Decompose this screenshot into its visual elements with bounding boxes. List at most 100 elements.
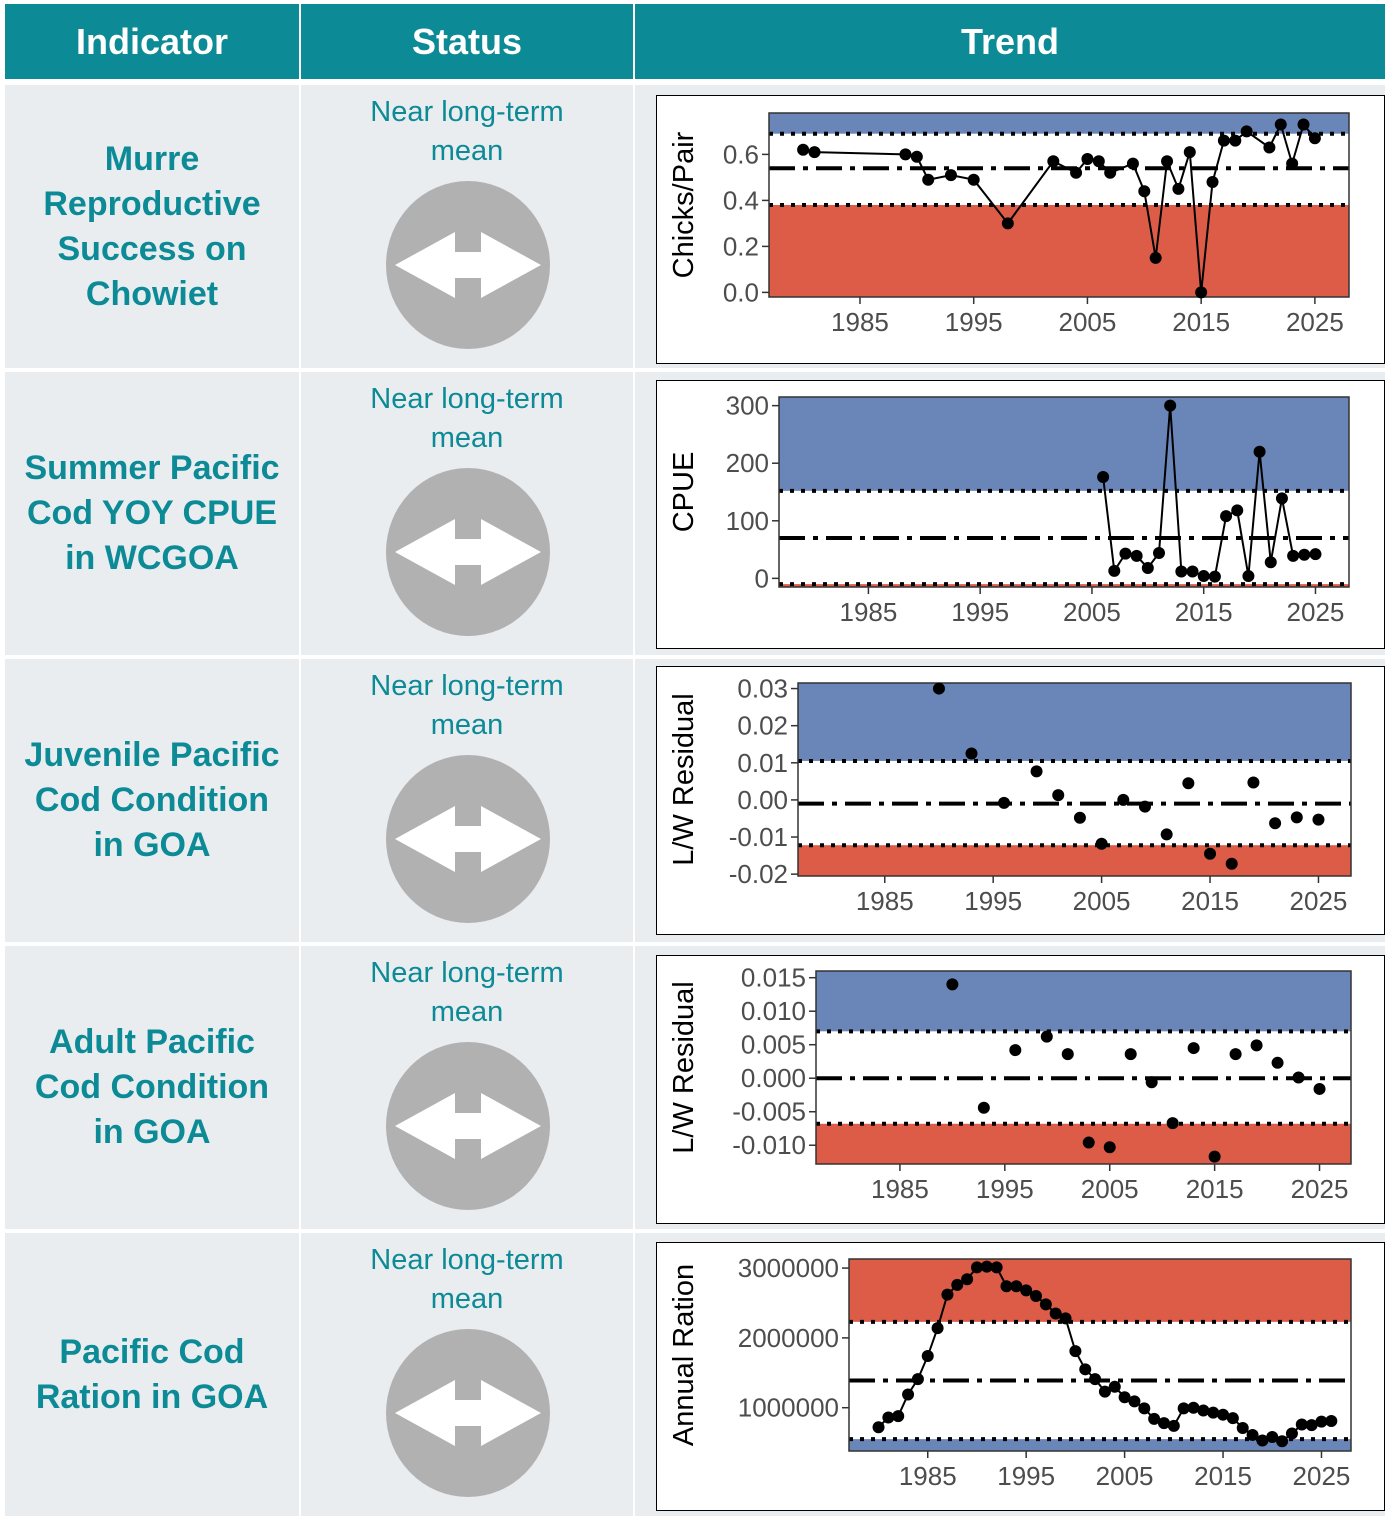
data-point	[1250, 1039, 1263, 1052]
data-point	[1225, 857, 1238, 870]
indicator-label: Juvenile Pacific Cod Condition in GOA	[24, 736, 280, 864]
data-point	[1108, 1380, 1121, 1393]
data-point	[922, 173, 935, 186]
indicator-label: Adult Pacific Cod Condition in GOA	[34, 1023, 270, 1151]
status-label: Near long-term mean	[370, 96, 564, 167]
x-tick-label: 2005	[1081, 1174, 1139, 1204]
data-point	[1286, 157, 1299, 170]
data-point	[1124, 1048, 1137, 1061]
data-point	[1220, 510, 1233, 523]
horizontal-double-arrow-icon	[386, 755, 550, 923]
data-point	[1275, 492, 1288, 505]
data-point	[1229, 134, 1242, 147]
data-point	[1175, 565, 1188, 578]
data-point	[1325, 1414, 1338, 1427]
x-tick-label: 2025	[1293, 1461, 1351, 1491]
data-point	[998, 796, 1011, 809]
data-point	[1069, 1345, 1082, 1358]
x-tick-label: 1985	[831, 307, 889, 337]
data-point	[899, 148, 912, 161]
indicator-label: Murre Reproductive Success on Chowiet	[43, 139, 261, 313]
horizontal-double-arrow-icon	[386, 1329, 550, 1497]
trend-chart-panel: 0 100 200 300 1985 1995 2005 2015 2025 CPUE	[656, 380, 1385, 649]
x-tick-label: 1985	[871, 1174, 929, 1204]
data-point	[1256, 1434, 1269, 1447]
status-label: Near long-term mean	[370, 383, 564, 454]
data-point	[1167, 1419, 1180, 1432]
data-point	[1160, 828, 1173, 841]
data-point	[1266, 1431, 1279, 1444]
x-tick-label: 2015	[1181, 886, 1239, 916]
x-tick-label: 1985	[839, 597, 897, 627]
data-point	[1312, 813, 1325, 826]
y-tick-label: 100	[726, 506, 769, 536]
y-tick-label: -0.02	[729, 859, 788, 889]
data-point	[911, 1373, 924, 1386]
trend-chart-panel: 0.0 0.2 0.4 0.6 1985 1995 2005 2015 2025 Chicks/P…	[656, 95, 1385, 364]
trend-chart: 0.0 0.2 0.4 0.6 1985 1995 2005 2015 2025 Chicks/P…	[668, 112, 1350, 337]
data-point	[1104, 166, 1117, 179]
horizontal-double-arrow-icon	[386, 1042, 550, 1210]
x-tick-label: 2025	[1286, 307, 1344, 337]
data-point	[1290, 811, 1303, 824]
trend-chart: 0 100 200 300 1985 1995 2005 2015 2025 CPUE	[668, 391, 1350, 627]
data-point	[1240, 125, 1253, 138]
data-point	[1103, 1141, 1116, 1154]
data-point	[1126, 157, 1139, 170]
y-tick-label: 0.01	[737, 748, 788, 778]
indicator-cell: Summer Pacific Cod YOY CPUE in WCGOA	[5, 372, 299, 655]
data-point	[1081, 153, 1094, 165]
data-point	[932, 682, 945, 695]
data-point	[1187, 1042, 1200, 1055]
indicator-label: Pacific Cod Ration in GOA	[35, 1332, 269, 1416]
data-point	[1292, 1071, 1305, 1084]
data-point	[1047, 155, 1060, 168]
data-point	[1197, 1404, 1210, 1417]
x-tick-label: 2015	[1175, 597, 1233, 627]
data-point	[967, 173, 980, 186]
data-point	[1070, 166, 1083, 179]
data-point	[892, 1410, 905, 1423]
data-point	[1276, 1435, 1289, 1448]
data-point	[1082, 1136, 1095, 1149]
horizontal-double-arrow-icon	[386, 181, 550, 349]
data-point	[990, 1261, 1003, 1274]
trend-chart-panel: 1000000 2000000 3000000 1985 1995 2005 2015 202…	[656, 1242, 1385, 1511]
y-tick-label: 0.02	[737, 711, 788, 741]
data-point	[1242, 570, 1255, 583]
y-tick-label: 0.000	[741, 1063, 806, 1093]
data-point	[1161, 155, 1174, 168]
data-point	[1020, 1284, 1033, 1297]
data-point	[1195, 286, 1208, 299]
lower-band	[849, 1439, 1351, 1451]
data-point	[1231, 504, 1244, 517]
indicator-cell: Adult Pacific Cod Condition in GOA	[5, 946, 299, 1229]
data-point	[1264, 556, 1277, 569]
data-point	[1010, 1280, 1023, 1293]
data-point	[1119, 547, 1132, 560]
y-axis-label: Chicks/Pair	[668, 131, 700, 278]
data-point	[902, 1388, 915, 1401]
trend-chart-panel: -0.02 -0.01 0.00 0.01 0.02 0.03 1985 1995 2005 20…	[656, 666, 1385, 935]
data-point	[1305, 1419, 1318, 1432]
data-point	[1236, 1421, 1249, 1434]
data-point	[1049, 1307, 1062, 1320]
data-point	[808, 146, 821, 159]
y-axis-label: Annual Ration	[668, 1264, 700, 1446]
data-point	[1253, 445, 1266, 458]
y-tick-label: 0.03	[737, 674, 788, 704]
data-point	[1153, 547, 1165, 560]
data-point	[1308, 132, 1321, 145]
data-point	[1164, 399, 1177, 412]
y-axis-label: CPUE	[668, 452, 700, 533]
y-axis-label: L/W Residual	[668, 981, 700, 1153]
data-point	[1138, 1402, 1151, 1415]
status-cell: Near long-term mean	[301, 85, 633, 368]
data-point	[1217, 134, 1230, 147]
status-cell: Near long-term mean	[301, 946, 633, 1229]
data-point	[1287, 549, 1300, 562]
plot-border	[768, 112, 1350, 298]
data-point	[1097, 471, 1110, 484]
x-tick-label: 2015	[1186, 1174, 1244, 1204]
plot-border	[815, 970, 1352, 1165]
